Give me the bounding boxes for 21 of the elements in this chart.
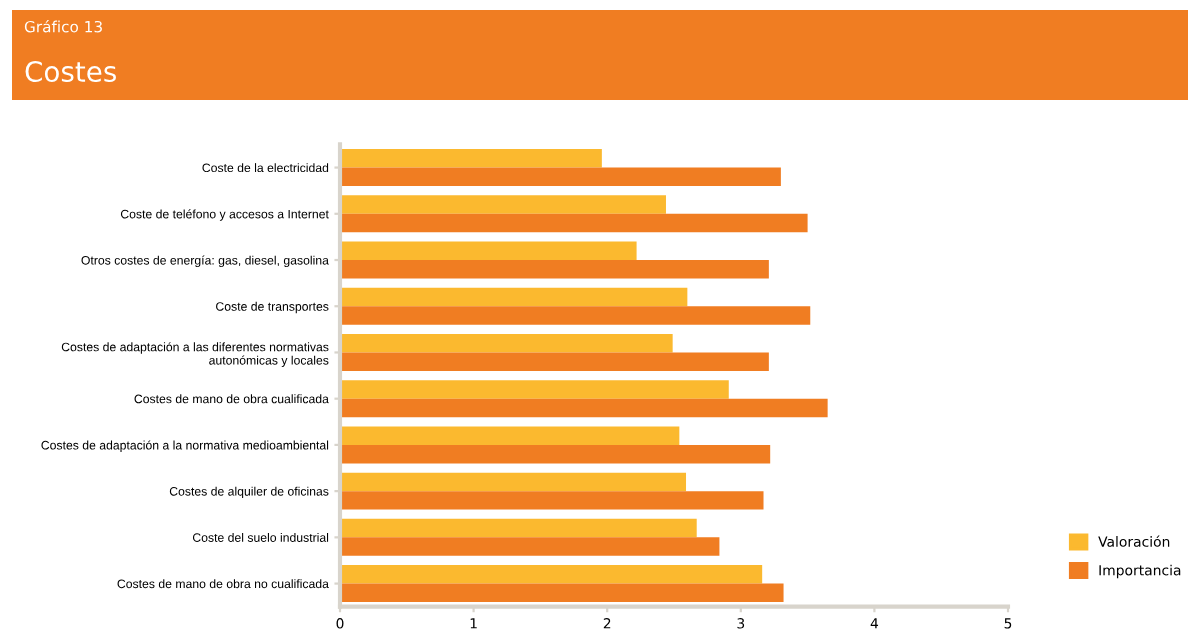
bar xyxy=(340,398,828,418)
bar xyxy=(340,380,729,399)
bar xyxy=(340,287,688,307)
bar xyxy=(340,565,763,584)
bar xyxy=(340,426,680,445)
bar xyxy=(340,537,720,556)
bar xyxy=(340,518,697,538)
bar xyxy=(340,260,769,279)
bar xyxy=(340,195,666,214)
bar xyxy=(340,583,784,603)
bar xyxy=(340,333,673,353)
bar xyxy=(340,213,808,233)
bar xyxy=(340,306,811,325)
bar xyxy=(340,472,687,492)
bar xyxy=(340,167,781,187)
bar xyxy=(340,241,637,261)
text: Costes xyxy=(25,61,116,83)
bar xyxy=(340,149,602,168)
bar xyxy=(340,352,769,371)
bar xyxy=(340,444,771,464)
bar xyxy=(340,491,764,510)
